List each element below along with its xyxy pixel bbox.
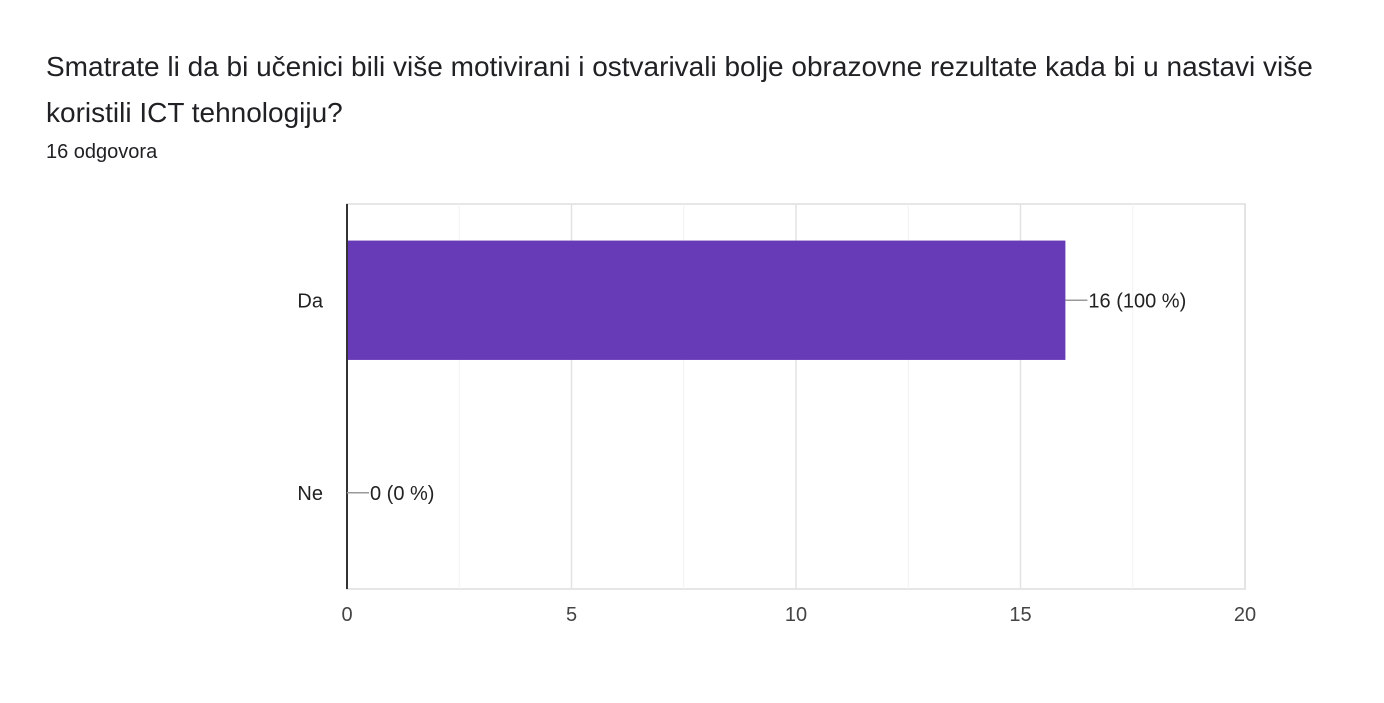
question-title: Smatrate li da bi učenici bili više moti… <box>46 51 1313 128</box>
response-count: 16 odgovora <box>46 141 158 163</box>
category-label: Ne <box>297 483 323 505</box>
labels-layer: 0 5 10 15 20 Da 16 (100 %) Ne 0 (0 %) <box>297 290 1256 626</box>
data-label: 16 (100 %) <box>1088 290 1186 312</box>
bars-layer <box>347 240 1066 360</box>
bar-da <box>347 240 1066 360</box>
x-tick-label: 15 <box>1009 604 1031 626</box>
x-tick-label: 20 <box>1234 604 1256 626</box>
x-tick-label: 10 <box>785 604 807 626</box>
category-label: Da <box>297 290 323 312</box>
data-label: 0 (0 %) <box>370 483 434 505</box>
x-tick-label: 0 <box>341 604 352 626</box>
x-tick-label: 5 <box>566 604 577 626</box>
